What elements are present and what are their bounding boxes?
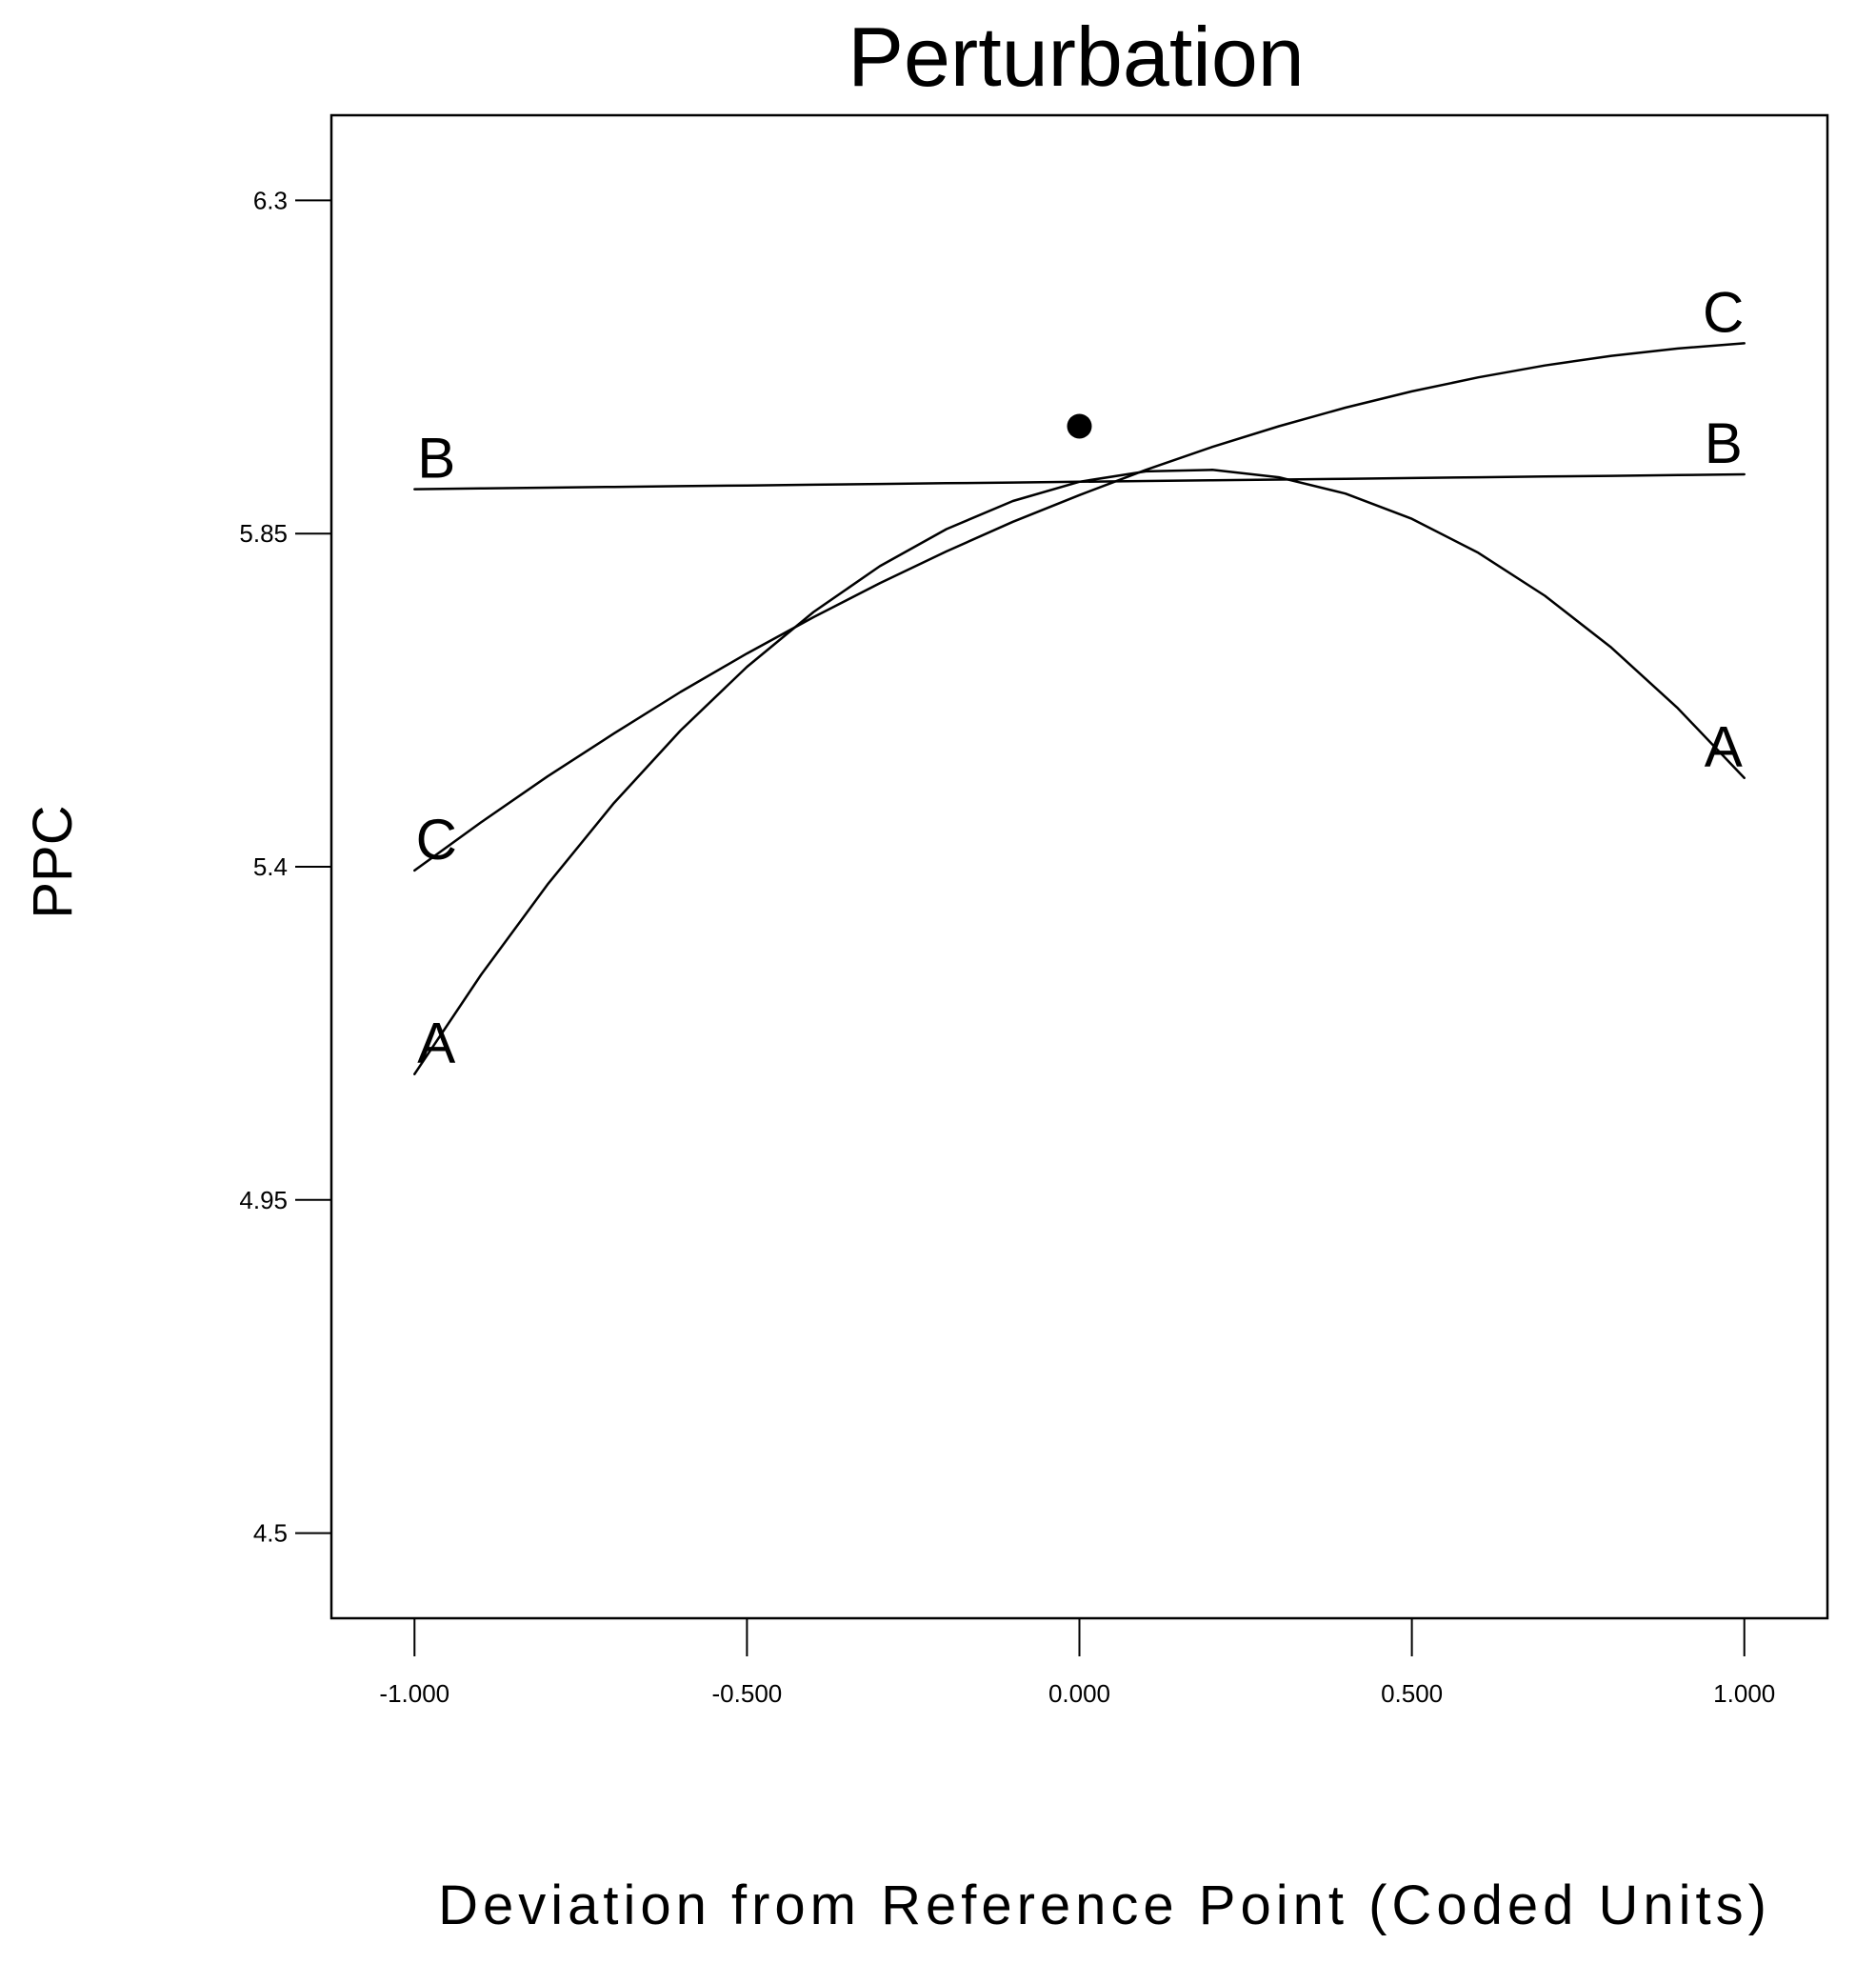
y-tick-label: 6.3 — [253, 186, 288, 214]
x-tick-label: 0.000 — [1048, 1679, 1110, 1708]
reference-point-marker — [1067, 413, 1092, 439]
plot-frame — [329, 113, 1829, 1620]
curve-label-a: A — [417, 1012, 455, 1075]
x-axis: -1.000 -0.500 0.000 0.500 1.000 — [379, 1618, 1775, 1708]
x-axis-label: Deviation from Reference Point (Coded Un… — [438, 1874, 1771, 1936]
curve-label-layer: A A B B C C — [416, 280, 1745, 1074]
series-layer — [413, 342, 1746, 1075]
curve-label-a: A — [1705, 715, 1743, 779]
y-tick-label: 5.85 — [239, 519, 288, 548]
x-tick-label: -1.000 — [379, 1679, 449, 1708]
series-line-a — [413, 469, 1746, 1075]
x-tick-label: -0.500 — [712, 1679, 783, 1708]
curve-label-c: C — [416, 808, 457, 872]
curve-label-c: C — [1703, 280, 1744, 344]
y-axis: 4.5 4.95 5.4 5.85 6.3 — [239, 186, 331, 1548]
x-tick-label: 0.500 — [1381, 1679, 1443, 1708]
curve-label-b: B — [1705, 411, 1743, 475]
curve-label-b: B — [417, 427, 455, 491]
series-line-b — [413, 472, 1746, 491]
chart-title: Perturbation — [848, 10, 1304, 104]
y-axis-label: PPC — [22, 805, 84, 918]
x-tick-label: 1.000 — [1713, 1679, 1775, 1708]
y-tick-label: 5.4 — [253, 852, 288, 881]
y-tick-label: 4.95 — [239, 1186, 288, 1214]
series-line-c — [413, 342, 1746, 872]
y-tick-label: 4.5 — [253, 1519, 288, 1548]
